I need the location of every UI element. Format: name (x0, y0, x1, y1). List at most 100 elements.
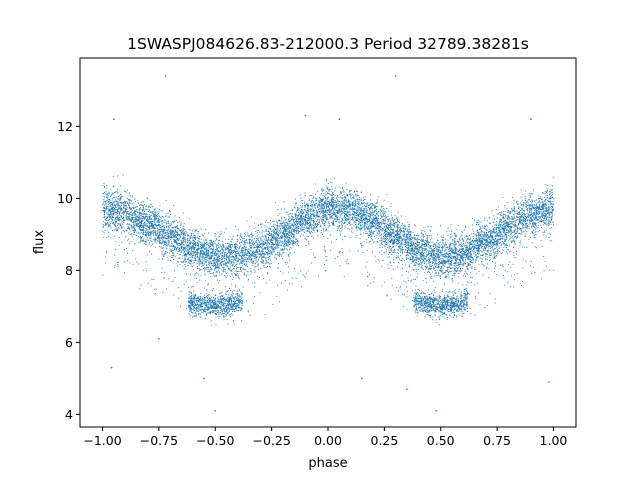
data-point (418, 241, 421, 243)
data-point (550, 204, 552, 206)
data-point (516, 210, 518, 212)
data-point (535, 213, 538, 215)
data-point (392, 228, 394, 230)
data-point (204, 228, 206, 230)
data-point (381, 205, 383, 207)
data-point (216, 271, 218, 273)
data-point (187, 239, 189, 241)
data-point (513, 226, 515, 228)
data-point (234, 265, 236, 268)
data-point (195, 229, 197, 232)
data-point (463, 251, 465, 253)
data-point (164, 237, 166, 239)
data-point (369, 224, 371, 226)
data-point (342, 221, 344, 223)
data-point (267, 259, 270, 261)
data-point (410, 232, 412, 234)
data-point (486, 254, 489, 256)
data-point (258, 241, 260, 243)
data-point (353, 216, 356, 218)
data-point (138, 217, 141, 219)
data-point (240, 233, 242, 235)
data-point (408, 266, 411, 268)
data-point (352, 219, 354, 221)
data-point (464, 248, 466, 250)
data-point (339, 186, 341, 188)
chart-title: 1SWASPJ084626.83-212000.3 Period 32789.3… (127, 35, 529, 53)
data-point (326, 203, 328, 205)
data-point (454, 240, 456, 242)
data-point (287, 219, 290, 221)
data-point (351, 210, 353, 212)
data-point (265, 250, 267, 252)
data-point (258, 224, 260, 226)
data-point (355, 208, 357, 210)
data-point (453, 246, 455, 248)
data-point (285, 245, 287, 247)
data-point (453, 274, 455, 276)
data-point (534, 226, 536, 228)
data-point (134, 216, 137, 218)
data-point (375, 226, 377, 228)
data-point (218, 255, 220, 257)
data-point (308, 214, 310, 216)
data-point (299, 210, 301, 212)
data-point (279, 253, 281, 256)
data-point (225, 238, 227, 240)
data-point (392, 240, 394, 242)
data-point (116, 191, 118, 193)
data-point (361, 246, 363, 248)
data-point (291, 218, 293, 220)
data-point (332, 224, 334, 226)
data-point (209, 272, 211, 275)
data-point (113, 229, 116, 231)
data-point (229, 270, 231, 272)
data-point (138, 232, 140, 234)
data-point (518, 233, 520, 235)
data-point (423, 244, 425, 246)
data-point (193, 261, 195, 264)
data-point (414, 253, 416, 255)
data-point (261, 235, 263, 237)
data-point (344, 235, 346, 237)
data-point (399, 236, 401, 238)
data-point (160, 218, 162, 220)
data-point (258, 247, 260, 249)
data-point (330, 189, 332, 191)
data-point (196, 257, 198, 259)
data-point (151, 219, 153, 221)
data-point (128, 232, 130, 234)
data-point (238, 253, 240, 255)
data-point (199, 255, 201, 257)
data-point (105, 210, 107, 212)
data-point (255, 246, 257, 248)
data-point (436, 272, 438, 274)
data-point (493, 257, 495, 259)
data-point (176, 246, 178, 248)
data-point (476, 231, 478, 233)
data-point (253, 257, 256, 259)
data-point (535, 219, 537, 222)
data-point (416, 235, 418, 237)
data-point (419, 247, 422, 249)
data-point (109, 223, 111, 225)
data-point (423, 260, 425, 262)
data-point (339, 215, 341, 217)
data-point (378, 238, 380, 240)
data-point (378, 232, 381, 234)
data-point (131, 203, 133, 205)
data-point (441, 261, 443, 263)
data-point (247, 274, 249, 276)
data-point (297, 217, 299, 219)
data-point (304, 205, 306, 207)
data-point (225, 257, 227, 259)
data-point (467, 268, 469, 270)
data-point (394, 223, 396, 225)
data-point (436, 239, 438, 241)
data-point (199, 261, 202, 263)
data-point (200, 269, 202, 271)
data-point (171, 260, 173, 262)
data-point (494, 244, 496, 246)
data-point (216, 263, 219, 265)
data-point (155, 213, 157, 215)
